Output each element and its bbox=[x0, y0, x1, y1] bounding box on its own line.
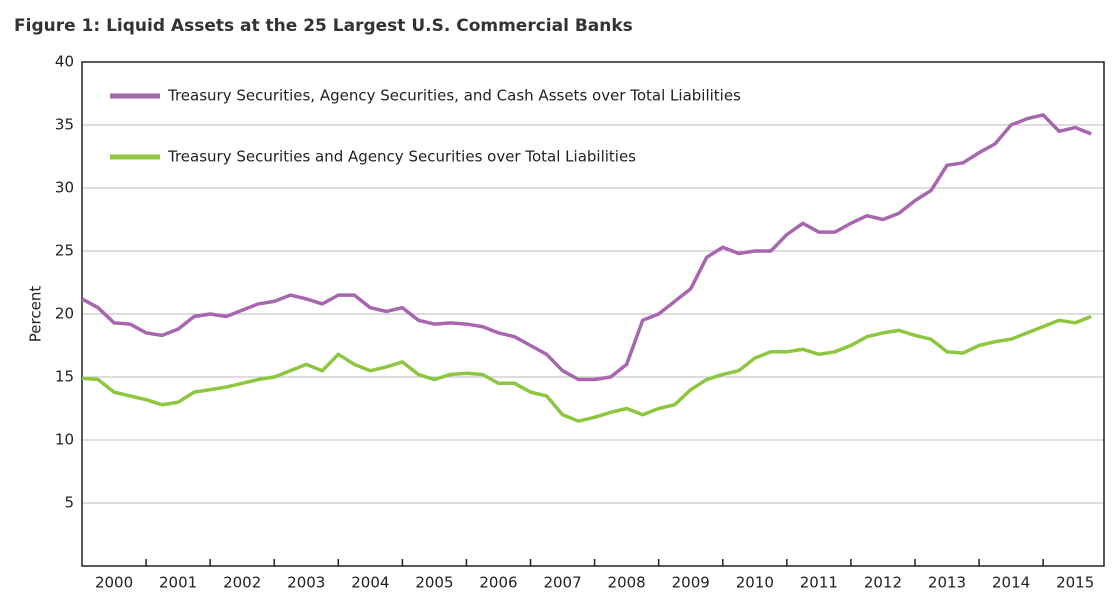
y-tick-label: 40 bbox=[55, 53, 74, 71]
line-series bbox=[81, 314, 1092, 423]
x-tick-label: 2001 bbox=[159, 574, 197, 592]
y-tick-label: 30 bbox=[55, 179, 74, 197]
y-axis-label: Percent bbox=[27, 286, 45, 343]
x-tick-label: 2011 bbox=[800, 574, 838, 592]
y-tick-label: 25 bbox=[55, 242, 74, 260]
x-tick-label: 2003 bbox=[287, 574, 325, 592]
x-tick-label: 2009 bbox=[672, 574, 710, 592]
y-tick-label: 5 bbox=[64, 494, 74, 512]
x-tick-label: 2007 bbox=[543, 574, 581, 592]
x-tick-label: 2014 bbox=[992, 574, 1030, 592]
chart-title: Figure 1: Liquid Assets at the 25 Larges… bbox=[14, 16, 633, 36]
x-tick-label: 2002 bbox=[223, 574, 261, 592]
x-tick-label: 2005 bbox=[415, 574, 453, 592]
y-tick-label: 15 bbox=[55, 368, 74, 386]
legend-label: Treasury Securities, Agency Securities, … bbox=[167, 87, 741, 105]
x-tick-label: 2013 bbox=[928, 574, 966, 592]
x-tick-label: 2012 bbox=[864, 574, 902, 592]
legend-label: Treasury Securities and Agency Securitie… bbox=[167, 148, 636, 166]
x-tick-label: 2015 bbox=[1056, 574, 1094, 592]
y-tick-label: 20 bbox=[55, 305, 74, 323]
x-tick-label: 2006 bbox=[479, 574, 517, 592]
plot-frame bbox=[81, 61, 1105, 567]
x-tick-label: 2004 bbox=[351, 574, 389, 592]
y-tick-label: 35 bbox=[55, 116, 74, 134]
x-tick-label: 2010 bbox=[736, 574, 774, 592]
line-series bbox=[81, 113, 1092, 382]
x-tick-label: 2008 bbox=[608, 574, 646, 592]
y-tick-label: 10 bbox=[55, 431, 74, 449]
x-tick-label: 2000 bbox=[95, 574, 133, 592]
